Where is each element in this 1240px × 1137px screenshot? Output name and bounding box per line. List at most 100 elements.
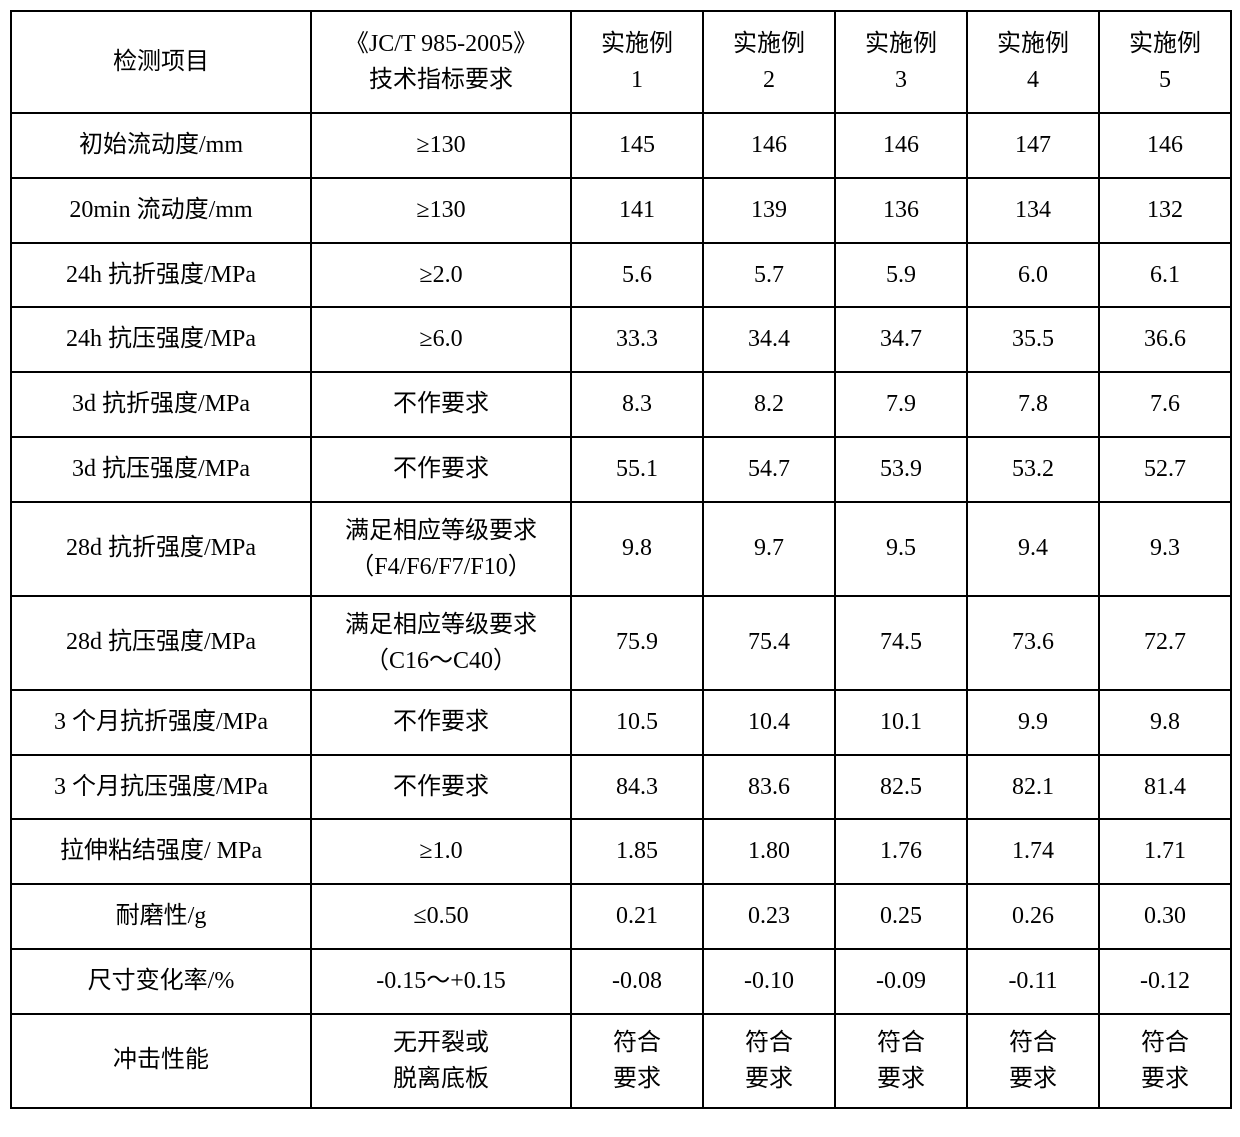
cell-value: 134 — [967, 178, 1099, 243]
cell-value: 139 — [703, 178, 835, 243]
row-req: 满足相应等级要求 （C16～C40） — [311, 596, 571, 690]
cell-value: 34.4 — [703, 307, 835, 372]
ex-num: 3 — [895, 67, 907, 93]
header-requirement: 《JC/T 985-2005》 技术指标要求 — [311, 11, 571, 113]
cell-value: 75.4 — [703, 596, 835, 690]
header-example-4: 实施例 4 — [967, 11, 1099, 113]
cell-value: 1.76 — [835, 819, 967, 884]
cell-value: 9.9 — [967, 690, 1099, 755]
row-req: 不作要求 — [311, 437, 571, 502]
cell-value: 符合 要求 — [967, 1014, 1099, 1108]
cell-value: 符合 要求 — [1099, 1014, 1231, 1108]
header-req-line2: 技术指标要求 — [369, 67, 513, 93]
row-req: ≥130 — [311, 113, 571, 178]
cell-value: 符合 要求 — [835, 1014, 967, 1108]
cell-value: 35.5 — [967, 307, 1099, 372]
cell-value: 8.3 — [571, 372, 703, 437]
cell-value: 7.8 — [967, 372, 1099, 437]
cell-value: 146 — [703, 113, 835, 178]
val-line1: 符合 — [1009, 1030, 1057, 1056]
table-header-row: 检测项目 《JC/T 985-2005》 技术指标要求 实施例 1 实施例 2 … — [11, 11, 1231, 113]
req-line2: （F4/F6/F7/F10） — [350, 554, 531, 580]
table-row: 28d 抗折强度/MPa 满足相应等级要求 （F4/F6/F7/F10） 9.8… — [11, 502, 1231, 596]
cell-value: 52.7 — [1099, 437, 1231, 502]
cell-value: 82.1 — [967, 755, 1099, 820]
cell-value: 74.5 — [835, 596, 967, 690]
table-row: 冲击性能 无开裂或 脱离底板 符合 要求 符合 要求 符合 要求 符合 要求 — [11, 1014, 1231, 1108]
cell-value: 84.3 — [571, 755, 703, 820]
val-line2: 要求 — [877, 1066, 925, 1092]
cell-value: 10.4 — [703, 690, 835, 755]
cell-value: -0.12 — [1099, 949, 1231, 1014]
cell-value: 1.71 — [1099, 819, 1231, 884]
row-req: 无开裂或 脱离底板 — [311, 1014, 571, 1108]
cell-value: 8.2 — [703, 372, 835, 437]
req-line2: 脱离底板 — [393, 1066, 489, 1092]
row-req: 满足相应等级要求 （F4/F6/F7/F10） — [311, 502, 571, 596]
cell-value: 146 — [1099, 113, 1231, 178]
row-req: -0.15～+0.15 — [311, 949, 571, 1014]
spec-table: 检测项目 《JC/T 985-2005》 技术指标要求 实施例 1 实施例 2 … — [10, 10, 1232, 1109]
req-line1: 满足相应等级要求 — [345, 612, 537, 638]
cell-value: 0.30 — [1099, 884, 1231, 949]
cell-value: 53.9 — [835, 437, 967, 502]
cell-value: 145 — [571, 113, 703, 178]
cell-value: 0.25 — [835, 884, 967, 949]
ex-prefix: 实施例 — [733, 31, 805, 57]
cell-value: 9.8 — [571, 502, 703, 596]
cell-value: 82.5 — [835, 755, 967, 820]
cell-value: 55.1 — [571, 437, 703, 502]
cell-value: 53.2 — [967, 437, 1099, 502]
val-line2: 要求 — [1009, 1066, 1057, 1092]
val-line2: 要求 — [1141, 1066, 1189, 1092]
cell-value: 5.7 — [703, 243, 835, 308]
cell-value: 符合 要求 — [703, 1014, 835, 1108]
req-line1: 满足相应等级要求 — [345, 518, 537, 544]
table-row: 3d 抗压强度/MPa 不作要求 55.1 54.7 53.9 53.2 52.… — [11, 437, 1231, 502]
val-line1: 符合 — [877, 1030, 925, 1056]
header-example-3: 实施例 3 — [835, 11, 967, 113]
ex-num: 5 — [1159, 67, 1171, 93]
table-row: 耐磨性/g ≤0.50 0.21 0.23 0.25 0.26 0.30 — [11, 884, 1231, 949]
table-row: 24h 抗压强度/MPa ≥6.0 33.3 34.4 34.7 35.5 36… — [11, 307, 1231, 372]
cell-value: -0.10 — [703, 949, 835, 1014]
val-line2: 要求 — [745, 1066, 793, 1092]
cell-value: 147 — [967, 113, 1099, 178]
cell-value: 0.23 — [703, 884, 835, 949]
row-req: 不作要求 — [311, 755, 571, 820]
row-label: 3d 抗压强度/MPa — [11, 437, 311, 502]
table-row: 初始流动度/mm ≥130 145 146 146 147 146 — [11, 113, 1231, 178]
table-row: 3 个月抗折强度/MPa 不作要求 10.5 10.4 10.1 9.9 9.8 — [11, 690, 1231, 755]
cell-value: -0.09 — [835, 949, 967, 1014]
row-label: 24h 抗压强度/MPa — [11, 307, 311, 372]
cell-value: 7.9 — [835, 372, 967, 437]
ex-prefix: 实施例 — [997, 31, 1069, 57]
row-req: ≤0.50 — [311, 884, 571, 949]
header-req-line1: 《JC/T 985-2005》 — [345, 31, 537, 57]
cell-value: 34.7 — [835, 307, 967, 372]
row-label: 28d 抗压强度/MPa — [11, 596, 311, 690]
cell-value: 6.1 — [1099, 243, 1231, 308]
ex-num: 4 — [1027, 67, 1039, 93]
header-test-item: 检测项目 — [11, 11, 311, 113]
ex-prefix: 实施例 — [865, 31, 937, 57]
row-req: ≥2.0 — [311, 243, 571, 308]
header-example-1: 实施例 1 — [571, 11, 703, 113]
table-row: 拉伸粘结强度/ MPa ≥1.0 1.85 1.80 1.76 1.74 1.7… — [11, 819, 1231, 884]
cell-value: 146 — [835, 113, 967, 178]
cell-value: 0.26 — [967, 884, 1099, 949]
row-req: ≥6.0 — [311, 307, 571, 372]
row-label: 初始流动度/mm — [11, 113, 311, 178]
cell-value: 9.3 — [1099, 502, 1231, 596]
cell-value: 1.74 — [967, 819, 1099, 884]
cell-value: 0.21 — [571, 884, 703, 949]
ex-prefix: 实施例 — [601, 31, 673, 57]
cell-value: 符合 要求 — [571, 1014, 703, 1108]
table-row: 尺寸变化率/% -0.15～+0.15 -0.08 -0.10 -0.09 -0… — [11, 949, 1231, 1014]
cell-value: 75.9 — [571, 596, 703, 690]
cell-value: 7.6 — [1099, 372, 1231, 437]
val-line2: 要求 — [613, 1066, 661, 1092]
row-label: 3 个月抗折强度/MPa — [11, 690, 311, 755]
ex-num: 2 — [763, 67, 775, 93]
row-label: 20min 流动度/mm — [11, 178, 311, 243]
